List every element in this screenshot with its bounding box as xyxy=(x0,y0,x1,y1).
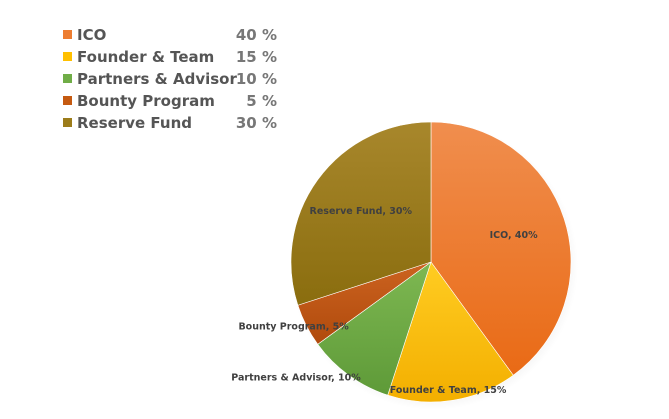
legend-value-bounty-program: 5 % xyxy=(246,92,277,110)
legend-swatch-reserve-fund xyxy=(63,118,72,127)
slice-partners-advisor xyxy=(317,261,432,396)
legend-swatch-ico xyxy=(63,30,72,39)
data-label-founder-team: Founder & Team, 15% xyxy=(390,385,507,396)
slice-ico xyxy=(430,121,572,376)
legend-value-reserve-fund: 30 % xyxy=(236,114,277,132)
legend-swatch-founder-team xyxy=(63,52,72,61)
legend-swatch-bounty-program xyxy=(63,96,72,105)
legend-label-founder-team: Founder & Team xyxy=(77,48,214,66)
data-label-reserve-fund: Reserve Fund, 30% xyxy=(310,206,413,217)
legend-value-ico: 40 % xyxy=(236,26,277,44)
legend-swatch-partners-advisor xyxy=(63,74,72,83)
legend-value-partners-advisor: 10 % xyxy=(236,70,277,88)
pie-slices xyxy=(290,121,572,403)
legend-label-partners-advisor: Partners & Advisor xyxy=(77,70,237,88)
legend: ICO 40 % Founder & Team 15 % Partners & … xyxy=(63,26,277,132)
data-label-ico: ICO, 40% xyxy=(490,230,539,241)
data-label-bounty-program: Bounty Program, 5% xyxy=(238,321,349,332)
slice-reserve-fund xyxy=(290,121,432,306)
pie-data-labels: ICO, 40% Founder & Team, 15% Partners & … xyxy=(231,206,538,396)
legend-label-ico: ICO xyxy=(77,26,106,44)
data-label-partners-advisor: Partners & Advisor, 10% xyxy=(231,373,361,384)
slice-founder-team xyxy=(387,261,514,403)
legend-label-reserve-fund: Reserve Fund xyxy=(77,114,192,132)
legend-value-founder-team: 15 % xyxy=(236,48,277,66)
legend-label-bounty-program: Bounty Program xyxy=(77,92,215,110)
